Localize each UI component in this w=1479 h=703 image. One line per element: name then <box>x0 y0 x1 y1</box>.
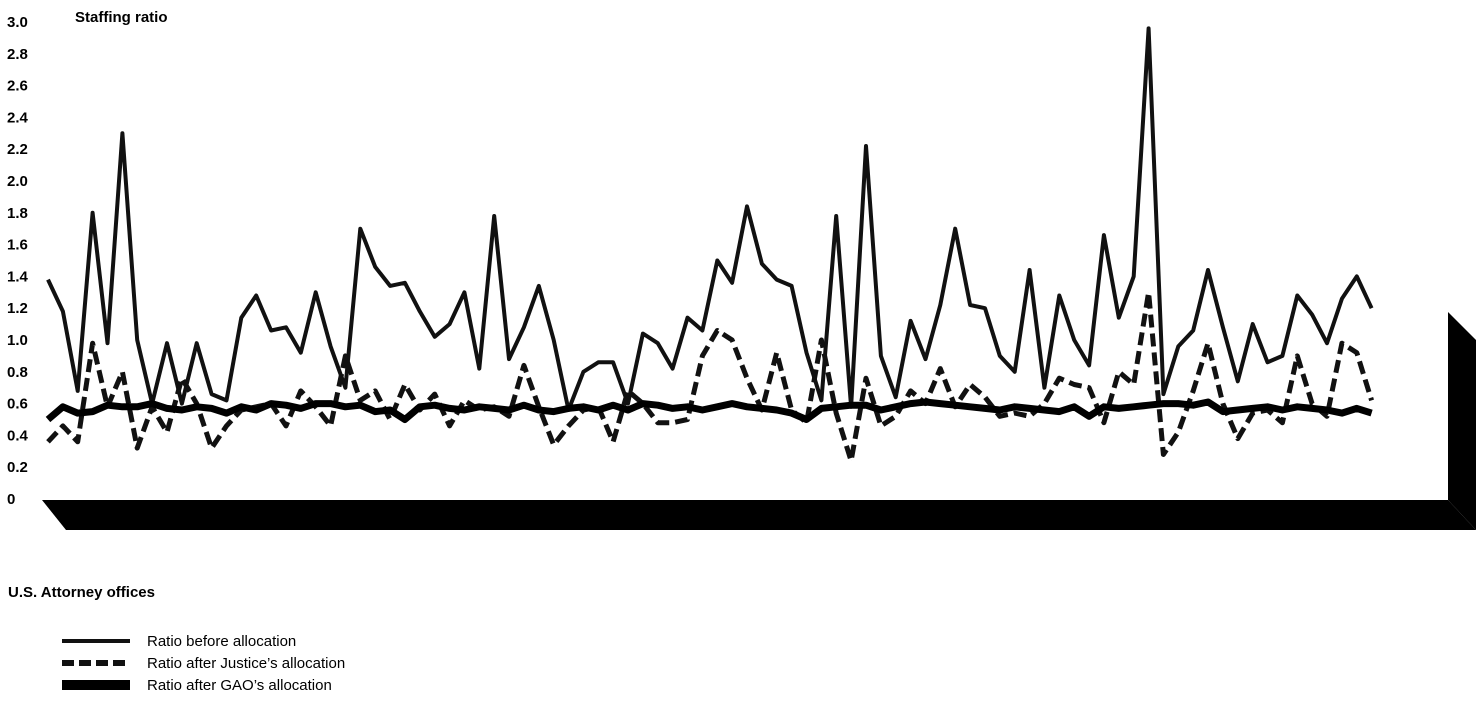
y-axis-ticks: 0 0.2 0.4 0.6 0.8 1.0 1.2 1.4 1.6 1.8 2.0 2.2 2.4 2.6… <box>7 14 29 508</box>
y-tick-label: 0.8 <box>7 364 28 381</box>
y-tick-label: 1.2 <box>7 300 28 317</box>
legend: Ratio before allocation Ratio after Justi… <box>62 633 345 694</box>
y-tick-label: 2.8 <box>7 46 28 63</box>
y-tick-label: 0.2 <box>7 459 28 476</box>
chart-right-wall <box>1448 312 1476 530</box>
y-tick-label: 2.2 <box>7 141 28 158</box>
y-tick-label: 2.6 <box>7 78 28 95</box>
y-tick-label: 1.6 <box>7 237 28 254</box>
y-tick-label: 1.0 <box>7 332 28 349</box>
y-tick-label: 1.4 <box>7 268 29 285</box>
x-axis-floor <box>42 500 1476 530</box>
y-tick-label: 2.4 <box>7 109 29 126</box>
series-line-3 <box>45 398 1373 423</box>
series-line-2 <box>46 289 1374 464</box>
legend-label: Ratio after GAO’s allocation <box>147 677 332 694</box>
y-tick-label: 1.8 <box>7 205 28 222</box>
legend-label: Ratio after Justice’s allocation <box>147 655 345 672</box>
y-tick-label: 2.0 <box>7 173 28 190</box>
y-tick-label: 3.0 <box>7 14 28 31</box>
y-tick-label: 0.4 <box>7 427 29 444</box>
series-line-1 <box>46 26 1374 412</box>
legend-label: Ratio before allocation <box>147 633 296 650</box>
x-axis-label: U.S. Attorney offices <box>8 584 155 601</box>
y-tick-label: 0 <box>7 491 15 508</box>
series-group <box>45 26 1374 464</box>
y-axis-label: Staffing ratio <box>75 9 168 26</box>
y-tick-label: 0.6 <box>7 396 28 413</box>
